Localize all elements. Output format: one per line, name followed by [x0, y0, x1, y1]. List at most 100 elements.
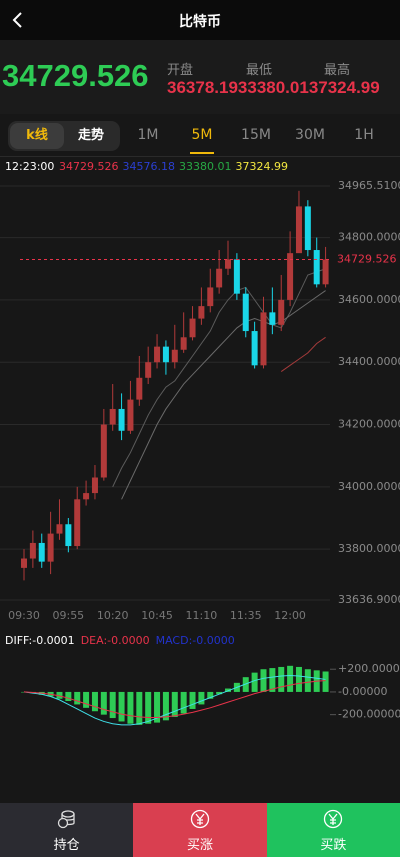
macd-bar [162, 691, 169, 721]
candle-body [189, 318, 196, 338]
macd-bar [269, 668, 276, 692]
last-price-label: 34729.526 [337, 253, 397, 266]
macd-bar [127, 691, 134, 724]
x-tick-label: 10:20 [97, 609, 129, 622]
tab-bar: k线 走势 1M 5M 15M 30M 1H [0, 118, 400, 157]
macd-label: DIFF:-0.0001 [5, 634, 75, 647]
candle-body [198, 306, 205, 319]
macd-bar [47, 691, 54, 697]
period-tab[interactable]: 15M [241, 127, 271, 143]
candle-body [216, 268, 223, 288]
quote-panel: 34729.526 开盘 最低 最高 36378.1933380.0137324… [0, 40, 400, 114]
y-tick-label: 33800.0000 [338, 542, 400, 555]
diff-line [23, 674, 326, 726]
candle-body [287, 253, 294, 300]
candle-body [180, 337, 187, 350]
legend-value: 37324.99 [236, 160, 289, 173]
last-price: 34729.526 [2, 58, 149, 93]
chart: 12:23:00 34729.526 34576.18 33380.01 37324.9… [0, 160, 400, 726]
candle-body [65, 524, 72, 547]
buy-up-button[interactable]: 买涨 [133, 803, 267, 857]
macd-label: DEA:-0.0000 [81, 634, 150, 647]
position-button[interactable]: 持仓 [0, 803, 134, 857]
x-tick-label: 11:35 [230, 609, 262, 622]
candle-body [118, 408, 125, 431]
candle-body [38, 542, 45, 562]
macd-bar [287, 665, 294, 692]
macd-bar [278, 666, 285, 692]
x-tick-label: 10:45 [141, 609, 173, 622]
macd-bar [38, 691, 45, 695]
mode-tab[interactable]: 走势 [77, 128, 104, 143]
candle-body [171, 349, 178, 363]
macd-bar [233, 682, 240, 692]
macd-bar [180, 691, 187, 714]
macd-bar [304, 669, 311, 692]
quote-label: 开盘 [167, 63, 194, 78]
candle-body [47, 533, 54, 562]
x-tick-label: 09:55 [52, 609, 84, 622]
macd-bar [29, 691, 36, 694]
y-tick-label: 34000.0000 [338, 480, 400, 493]
button-label: 买跌 [320, 838, 347, 853]
period-tab[interactable]: 5M [177, 127, 227, 154]
macd-bar [74, 691, 81, 705]
macd-bar [154, 691, 161, 723]
candle-body [109, 408, 116, 425]
buy-down-button[interactable]: 买跌 [266, 803, 400, 857]
back-button[interactable] [6, 8, 30, 32]
period-tab[interactable]: 30M [295, 127, 325, 143]
macd-bar [322, 671, 329, 692]
dea-line [23, 680, 326, 718]
legend-value: 33380.01 [179, 160, 232, 173]
ma-line [280, 336, 326, 372]
quote-values: 36378.1933380.0137324.99 [167, 78, 380, 98]
mode-tab[interactable]: k线 [10, 123, 64, 149]
macd-bar [189, 691, 196, 709]
macd-bar [109, 691, 116, 719]
y-tick-label: 34600.0000 [338, 293, 400, 306]
macd-bar [171, 691, 178, 717]
period-tab[interactable]: 1H [354, 127, 374, 143]
candle-body [136, 377, 143, 400]
legend-time: 12:23:00 [5, 160, 54, 173]
candle-body [207, 287, 214, 307]
candle-body [145, 362, 152, 378]
button-label: 买涨 [186, 838, 213, 853]
candle-body [83, 493, 90, 500]
button-label: 持仓 [53, 838, 80, 853]
candle-body [225, 259, 232, 269]
candle-body [251, 331, 258, 366]
y-tick-label: -0.00000 [338, 685, 387, 698]
macd-bar [216, 691, 223, 695]
candle-body [295, 206, 302, 254]
legend-value: 34729.526 [59, 160, 119, 173]
candle-body [56, 524, 63, 534]
candle-body [278, 299, 285, 325]
x-tick-label: 11:10 [186, 609, 218, 622]
candle-body [91, 477, 98, 494]
legend-value: 34576.18 [123, 160, 176, 173]
macd-bar [198, 691, 205, 705]
y-tick-label: 33636.9000 [338, 593, 400, 606]
page-title: 比特币 [179, 14, 221, 30]
footer: 持仓 买涨 买跌 [0, 803, 400, 857]
icon [57, 810, 75, 829]
candle-body [29, 542, 36, 559]
candle-body [304, 206, 311, 251]
quote-value: 36378.19 [167, 78, 238, 97]
quote-label: 最低 [246, 63, 273, 78]
macd-bar [225, 688, 232, 692]
y-tick-label: 34800.0000 [338, 231, 400, 244]
candle-body [260, 312, 267, 366]
quote-value: 37324.99 [308, 78, 380, 97]
candle-body [100, 424, 107, 478]
candle-body [21, 558, 27, 568]
candle-body [127, 399, 134, 431]
period-tab[interactable]: 1M [137, 127, 159, 143]
candle-body [154, 346, 161, 363]
candle-body [162, 346, 169, 363]
ma-line [112, 268, 326, 488]
icon [190, 809, 210, 829]
